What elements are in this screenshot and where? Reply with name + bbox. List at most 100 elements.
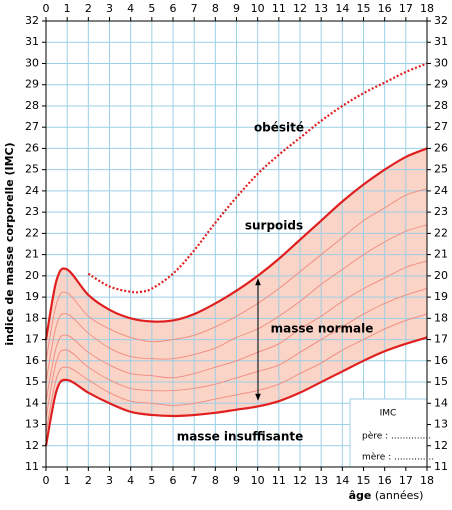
- y-tick-label: 12: [434, 439, 448, 452]
- y-tick-label: 22: [434, 226, 448, 239]
- y-tick-label: 23: [25, 205, 39, 218]
- y-tick-label: 19: [25, 290, 39, 303]
- x-tick-label: 18: [420, 474, 434, 487]
- y-tick-label: 29: [25, 78, 39, 91]
- y-tick-label: 32: [25, 14, 39, 27]
- y-tick-label: 30: [434, 56, 448, 69]
- x-tick-label: 11: [272, 2, 286, 15]
- y-tick-label: 22: [25, 226, 39, 239]
- x-axis-label: âge (années): [349, 489, 424, 502]
- y-tick-label: 24: [434, 184, 448, 197]
- note-title: IMC: [380, 409, 397, 419]
- x-tick-label: 10: [251, 474, 265, 487]
- x-tick-label: 14: [335, 474, 349, 487]
- y-tick-label: 25: [25, 163, 39, 176]
- x-tick-label: 8: [212, 474, 219, 487]
- dotted-curve: [87, 62, 428, 294]
- x-axis-label-main: âge: [349, 489, 372, 502]
- y-tick-label: 31: [25, 35, 39, 48]
- x-tick-label: 1: [64, 474, 71, 487]
- x-tick-label: 4: [127, 2, 134, 15]
- y-tick-label: 16: [434, 354, 448, 367]
- x-tick-label: 13: [314, 474, 328, 487]
- y-tick-label: 12: [25, 439, 39, 452]
- x-axis-label-unit: (années): [375, 489, 424, 502]
- y-tick-label: 21: [434, 248, 448, 261]
- x-tick-label: 7: [191, 474, 198, 487]
- x-tick-label: 15: [357, 2, 371, 15]
- note-line: mère : ..............: [362, 452, 434, 463]
- annotation: masse normale: [271, 322, 374, 336]
- x-tick-label: 9: [233, 474, 240, 487]
- x-tick-label: 15: [357, 474, 371, 487]
- y-tick-label: 15: [434, 375, 448, 388]
- y-axis-label: indice de masse corporelle (IMC): [3, 142, 16, 345]
- x-tick-label: 7: [191, 2, 198, 15]
- x-tick-label: 16: [378, 2, 392, 15]
- y-tick-label: 23: [434, 205, 448, 218]
- y-tick-label: 17: [434, 333, 448, 346]
- y-tick-label: 28: [434, 99, 448, 112]
- annotation: obésité: [254, 121, 304, 135]
- x-tick-label: 5: [148, 474, 155, 487]
- y-tick-label: 15: [25, 375, 39, 388]
- y-tick-label: 11: [25, 460, 39, 473]
- y-tick-label: 20: [25, 269, 39, 282]
- note-box: [349, 398, 428, 468]
- x-tick-label: 0: [43, 474, 50, 487]
- x-tick-label: 12: [293, 2, 307, 15]
- x-tick-label: 0: [43, 2, 50, 15]
- x-tick-label: 16: [378, 474, 392, 487]
- x-tick-label: 14: [335, 2, 349, 15]
- annotation: surpoids: [245, 219, 303, 233]
- x-tick-label: 5: [148, 2, 155, 15]
- x-tick-label: 1: [64, 2, 71, 15]
- y-tick-label: 13: [25, 418, 39, 431]
- x-tick-label: 3: [106, 2, 113, 15]
- thick-curve: [44, 336, 428, 446]
- y-tick-label: 19: [434, 290, 448, 303]
- x-tick-label: 4: [127, 474, 134, 487]
- x-tick-label: 17: [399, 2, 413, 15]
- y-tick-label: 28: [25, 99, 39, 112]
- y-tick-label: 30: [25, 56, 39, 69]
- y-tick-label: 29: [434, 78, 448, 91]
- y-tick-label: 32: [434, 14, 448, 27]
- x-tick-label: 6: [170, 2, 177, 15]
- y-tick-label: 20: [434, 269, 448, 282]
- y-tick-label: 11: [434, 460, 448, 473]
- thin-curve: [45, 188, 428, 361]
- x-tick-label: 17: [399, 474, 413, 487]
- x-tick-label: 18: [420, 2, 434, 15]
- x-tick-label: 2: [85, 474, 92, 487]
- thick-curve: [44, 147, 428, 340]
- y-tick-label: 14: [434, 396, 448, 409]
- x-tick-label: 12: [293, 474, 307, 487]
- x-tick-label: 13: [314, 2, 328, 15]
- thin-curve: [45, 313, 428, 434]
- x-tick-label: 10: [251, 2, 265, 15]
- y-tick-label: 27: [25, 120, 39, 133]
- y-tick-label: 17: [25, 333, 39, 346]
- x-tick-label: 11: [272, 474, 286, 487]
- y-tick-label: 26: [434, 141, 448, 154]
- x-tick-label: 2: [85, 2, 92, 15]
- note-line: père : ..............: [362, 431, 431, 442]
- x-tick-label: 3: [106, 474, 113, 487]
- y-tick-label: 21: [25, 248, 39, 261]
- y-tick-label: 25: [434, 163, 448, 176]
- y-tick-label: 16: [25, 354, 39, 367]
- y-tick-label: 27: [434, 120, 448, 133]
- thin-curve: [45, 260, 428, 402]
- y-tick-label: 14: [25, 396, 39, 409]
- thin-curve: [45, 224, 428, 383]
- y-tick-label: 18: [25, 311, 39, 324]
- y-tick-label: 26: [25, 141, 39, 154]
- x-tick-label: 9: [233, 2, 240, 15]
- x-tick-label: 8: [212, 2, 219, 15]
- x-tick-label: 6: [170, 474, 177, 487]
- plot-frame: [45, 20, 428, 468]
- y-tick-label: 13: [434, 418, 448, 431]
- thin-curve: [45, 288, 428, 419]
